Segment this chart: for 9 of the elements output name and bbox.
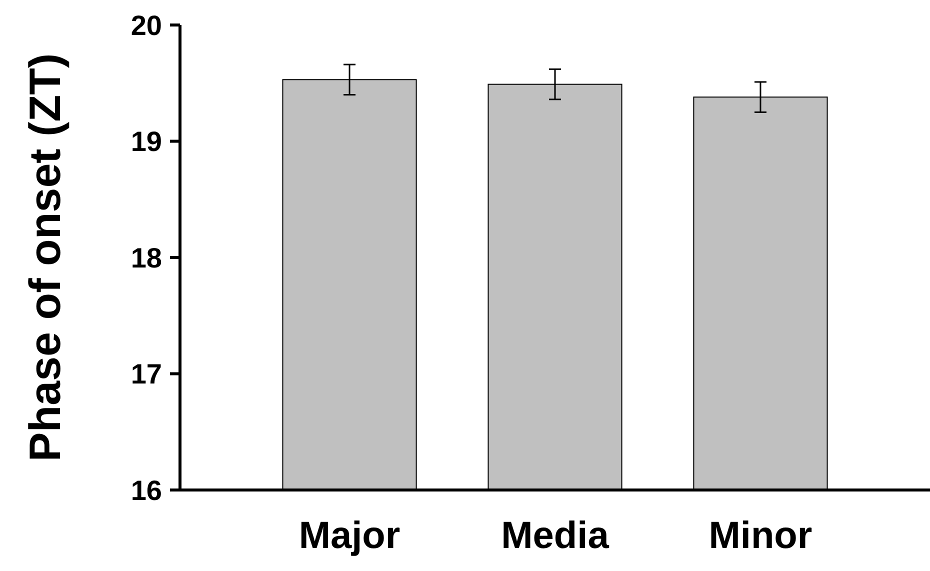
y-tick-label: 20: [130, 10, 162, 41]
y-axis-title: Phase of onset (ZT): [21, 53, 70, 462]
y-tick-label: 18: [130, 242, 162, 274]
y-tick-label: 16: [130, 474, 162, 506]
y-tick-label: 17: [130, 358, 162, 390]
y-tick-label: 19: [130, 126, 162, 158]
x-tick-label: Minor: [708, 515, 812, 557]
x-tick-label: Major: [298, 515, 400, 557]
x-tick-label: Media: [501, 515, 610, 557]
